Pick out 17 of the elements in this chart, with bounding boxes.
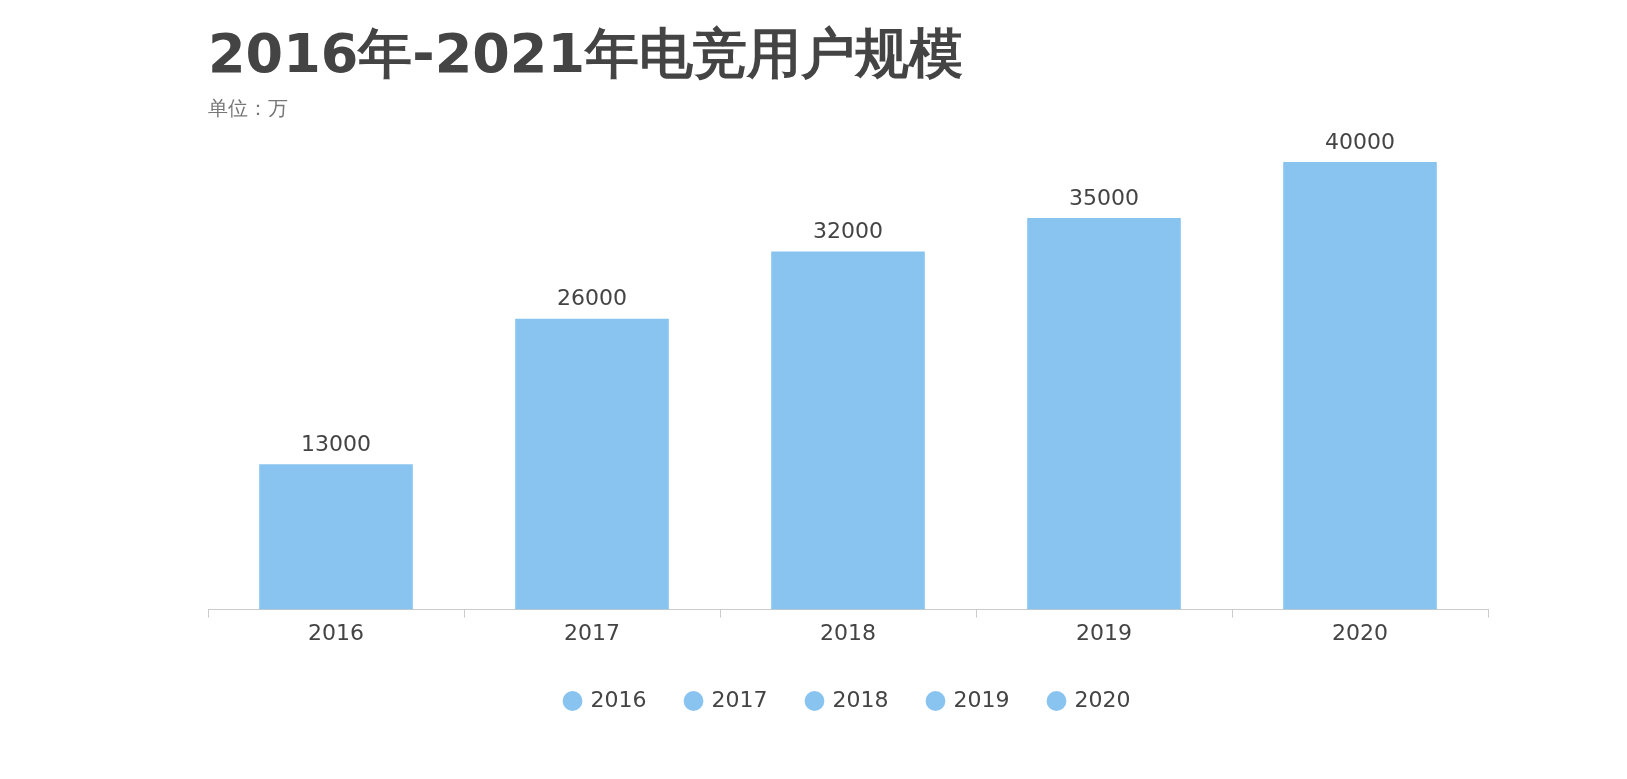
data-label: 26000 xyxy=(557,285,627,311)
x-tick-label: 2020 xyxy=(1332,619,1388,645)
data-label: 35000 xyxy=(1069,184,1139,210)
x-tick-label: 2017 xyxy=(564,619,620,645)
data-label: 32000 xyxy=(813,218,883,244)
legend-label: 2017 xyxy=(711,686,768,712)
data-label: 13000 xyxy=(301,430,371,456)
legend-label: 2016 xyxy=(590,686,647,712)
chart-title: 2016年-2021年电竞用户规模 xyxy=(208,21,964,87)
chart-subtitle: 单位：万 xyxy=(208,95,289,122)
x-tick-label: 2019 xyxy=(1076,619,1132,645)
legend-label: 2019 xyxy=(953,686,1010,712)
x-tick-label: 2016 xyxy=(308,619,364,645)
x-tick-label: 2018 xyxy=(820,619,876,645)
legend-label: 2018 xyxy=(832,686,889,712)
data-label: 40000 xyxy=(1325,128,1395,154)
legend-label: 2020 xyxy=(1074,686,1131,712)
